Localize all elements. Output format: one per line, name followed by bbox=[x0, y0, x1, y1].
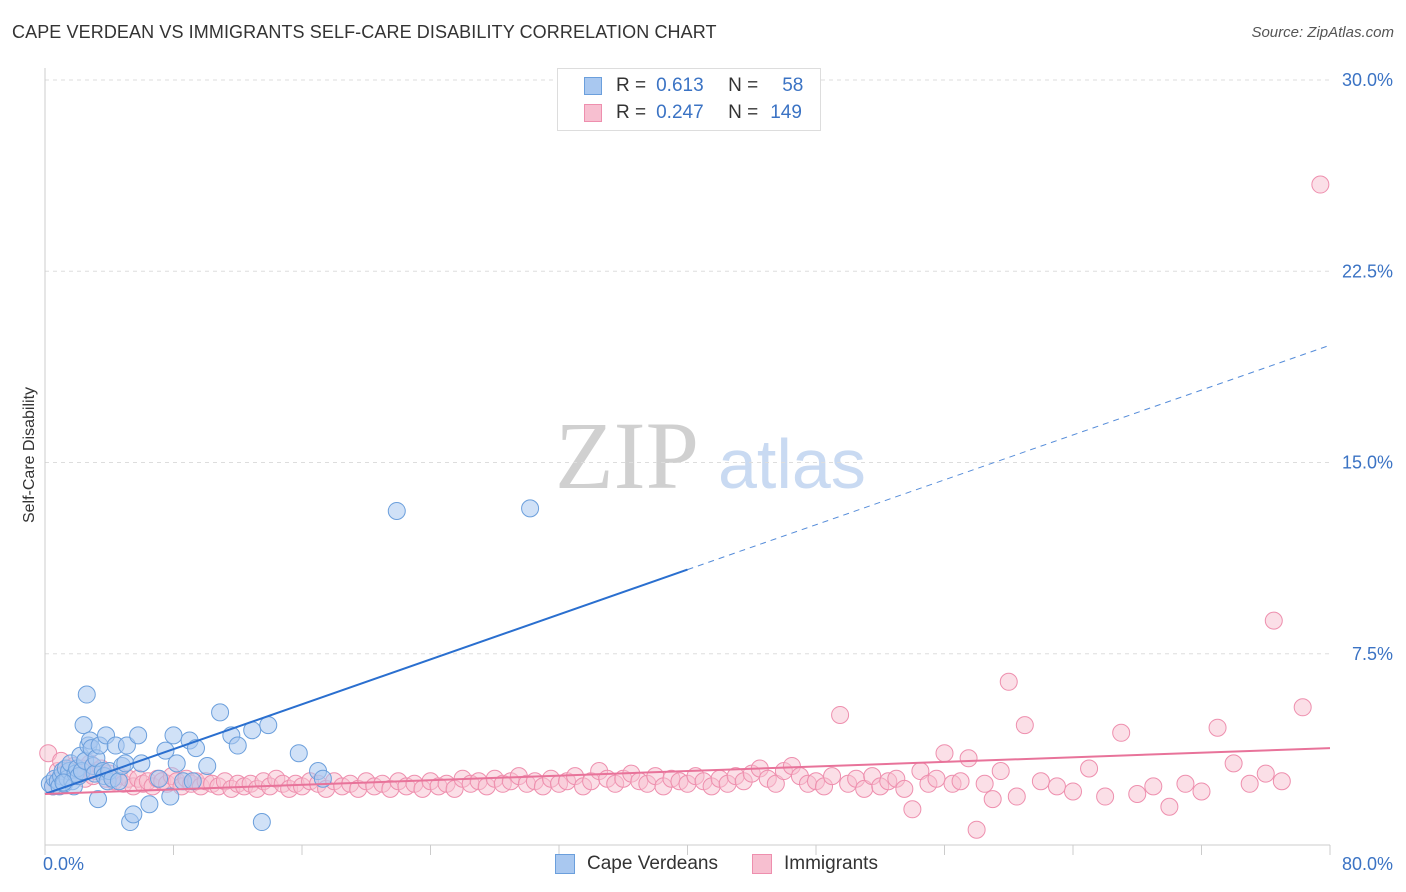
y-tick-label: 30.0% bbox=[1342, 70, 1393, 90]
cape-verdeans-point bbox=[387, 501, 406, 520]
immigrants-point bbox=[1015, 716, 1034, 735]
cape-verdeans-point bbox=[161, 787, 180, 806]
cape-verdeans-trend-line bbox=[44, 568, 688, 795]
legend-r-label: R = bbox=[616, 75, 647, 96]
chart-title: CAPE VERDEAN VS IMMIGRANTS SELF-CARE DIS… bbox=[12, 22, 717, 42]
bottom-legend-immigrants: Immigrants bbox=[752, 851, 878, 877]
legend-row-immigrants: R = 0.247 N = 149 bbox=[584, 100, 802, 126]
immigrants-point bbox=[1264, 611, 1283, 630]
cape-verdeans-point bbox=[186, 739, 205, 758]
immigrants-point bbox=[1128, 785, 1147, 803]
legend-r-value: 0.247 bbox=[656, 102, 704, 123]
immigrants-point bbox=[991, 762, 1010, 781]
y-tick-label: 7.5% bbox=[1352, 644, 1393, 664]
legend-r-value: 0.613 bbox=[656, 75, 704, 96]
legend-n-label: N = bbox=[728, 102, 759, 123]
stats-legend: R = 0.613 N = 58 R = 0.247 N = 149 bbox=[557, 68, 821, 131]
immigrants-trend-line bbox=[44, 747, 1331, 795]
immigrants-point bbox=[831, 705, 850, 724]
cape-verdeans-point bbox=[109, 772, 128, 791]
immigrants-point bbox=[935, 744, 954, 763]
x-tick-label: 0.0% bbox=[43, 854, 84, 874]
immigrants-point bbox=[1007, 787, 1026, 806]
bottom-legend-swatch-pink bbox=[752, 854, 772, 874]
cape-verdeans-point bbox=[74, 716, 93, 735]
immigrants-point bbox=[951, 772, 970, 791]
immigrants-point bbox=[1224, 754, 1243, 773]
immigrants-point bbox=[959, 749, 978, 768]
cape-verdeans-point bbox=[259, 716, 278, 735]
cape-verdeans-point bbox=[211, 703, 230, 722]
cape-verdeans-point bbox=[150, 769, 169, 788]
immigrants-point bbox=[1256, 764, 1275, 783]
immigrants-point bbox=[1031, 772, 1050, 791]
cape-verdeans-point bbox=[252, 813, 271, 832]
immigrants-point bbox=[1160, 797, 1179, 816]
immigrants-point bbox=[1176, 774, 1195, 793]
cape-verdeans-point bbox=[124, 805, 143, 824]
legend-row-cape-verdeans: R = 0.613 N = 58 bbox=[584, 73, 803, 99]
cape-verdeans-trend-extension bbox=[687, 344, 1331, 571]
immigrants-point bbox=[903, 800, 922, 819]
immigrants-point bbox=[967, 820, 986, 839]
cape-verdeans-point bbox=[140, 795, 159, 814]
bottom-legend-label: Cape Verdeans bbox=[587, 853, 718, 874]
immigrants-point bbox=[975, 774, 994, 793]
legend-n-value: 58 bbox=[782, 75, 804, 96]
immigrants-point bbox=[1112, 723, 1131, 742]
immigrants-point bbox=[983, 790, 1002, 809]
cape-verdeans-point bbox=[89, 790, 108, 809]
cape-verdeans-point bbox=[77, 685, 96, 704]
cape-verdeans-point bbox=[129, 726, 148, 745]
cape-verdeans-point bbox=[289, 744, 308, 763]
grid bbox=[45, 79, 1330, 655]
immigrants-point bbox=[1293, 698, 1312, 717]
cape-verdeans-point bbox=[156, 741, 175, 760]
immigrants-point bbox=[1272, 772, 1291, 791]
bottom-legend-label: Immigrants bbox=[784, 853, 878, 874]
bottom-legend-swatch-blue bbox=[555, 854, 575, 874]
legend-swatch-pink bbox=[584, 104, 602, 122]
immigrants-point bbox=[1311, 175, 1330, 194]
immigrants-point bbox=[927, 769, 946, 788]
immigrants-point bbox=[823, 767, 842, 786]
y-tick-label: 15.0% bbox=[1342, 453, 1393, 473]
cape-verdeans-point bbox=[117, 736, 136, 755]
immigrants-point bbox=[766, 774, 785, 793]
x-tick-label: 80.0% bbox=[1342, 854, 1393, 874]
y-tick-label: 22.5% bbox=[1342, 261, 1393, 281]
watermark-zip: ZIP bbox=[555, 402, 699, 509]
trend-lines bbox=[44, 344, 1331, 795]
immigrants-point bbox=[1208, 718, 1227, 737]
legend-swatch-blue bbox=[584, 77, 602, 95]
cape-verdeans-point bbox=[164, 726, 183, 745]
immigrants-point bbox=[1047, 777, 1066, 796]
immigrants-point bbox=[1080, 759, 1099, 778]
axes bbox=[44, 68, 1331, 855]
immigrants-point bbox=[1192, 782, 1211, 801]
immigrants-point bbox=[1144, 777, 1163, 796]
watermark: ZIP atlas bbox=[555, 402, 866, 509]
cape-verdeans-point bbox=[198, 756, 217, 775]
legend-n-label: N = bbox=[728, 75, 759, 96]
immigrants-point bbox=[1240, 774, 1259, 793]
cape-verdeans-points bbox=[40, 499, 540, 832]
immigrants-point bbox=[999, 672, 1018, 691]
cape-verdeans-point bbox=[228, 736, 247, 755]
cape-verdeans-point bbox=[521, 499, 540, 518]
watermark-atlas: atlas bbox=[718, 425, 866, 503]
immigrants-point bbox=[895, 779, 914, 798]
legend-n-value: 149 bbox=[770, 102, 802, 123]
immigrants-point bbox=[1064, 782, 1082, 801]
bottom-legend-cape-verdeans: Cape Verdeans bbox=[555, 851, 718, 877]
cape-verdeans-point bbox=[167, 754, 186, 773]
legend-r-label: R = bbox=[616, 102, 647, 123]
cape-verdeans-point bbox=[183, 772, 202, 791]
source-label: Source: ZipAtlas.com bbox=[1251, 24, 1394, 41]
tick-labels: 7.5% 15.0% 22.5% 30.0% 0.0% 80.0% bbox=[43, 70, 1393, 874]
immigrants-point bbox=[1096, 787, 1115, 806]
